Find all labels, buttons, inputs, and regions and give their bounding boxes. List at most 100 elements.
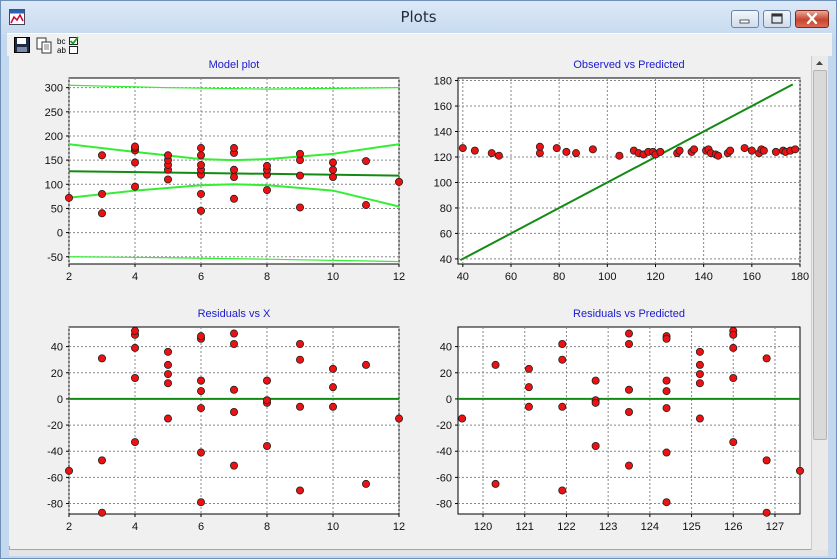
y-tick-label: 40 [51,342,63,354]
data-point [558,340,567,349]
scroll-up-arrow-icon[interactable] [812,57,827,69]
data-point [163,370,172,379]
data-point [524,364,533,373]
data-point [196,151,205,160]
y-tick-label: -40 [47,446,63,458]
vertical-scrollbar[interactable] [811,56,828,550]
data-point [740,144,749,153]
toggle-labels-icon[interactable]: bc ab [57,36,81,54]
y-tick-label: -50 [47,252,63,264]
x-tick-label: 40 [457,271,469,283]
chart-title: Residuals vs Predicted [573,308,685,320]
data-point [163,175,172,184]
data-point [98,209,107,218]
data-point [624,340,633,349]
data-point [729,438,738,447]
data-point [662,334,671,343]
pred-lower-line [69,256,399,263]
y-tick-label: 160 [434,101,452,113]
plot-area [68,326,400,515]
data-point [562,147,571,156]
data-point [295,402,304,411]
x-tick-label: 126 [724,521,742,533]
data-point [229,329,238,338]
y-tick-label: 40 [440,254,452,266]
data-point [726,146,735,155]
data-point [662,376,671,385]
data-point [771,147,780,156]
data-point [572,149,581,158]
x-tick-label: 8 [264,271,270,283]
y-tick-label: -20 [436,420,452,432]
data-point [558,486,567,495]
data-point [229,165,238,174]
data-point [295,486,304,495]
data-point [762,456,771,465]
copy-icon[interactable] [35,36,53,54]
data-point [131,142,140,151]
x-tick-label: 122 [557,521,575,533]
data-point [795,466,804,475]
data-point [65,466,74,475]
data-point [591,376,600,385]
bottom-strip [9,550,828,556]
data-point [229,194,238,203]
x-tick-label: 100 [598,271,616,283]
data-point [229,340,238,349]
data-point [262,396,271,405]
data-point [328,165,337,174]
data-point [729,374,738,383]
data-point [163,360,172,369]
data-point [131,374,140,383]
data-point [524,383,533,392]
data-point [196,376,205,385]
data-point [361,201,370,210]
title-bar[interactable]: Plots [1,1,836,31]
data-point [662,387,671,396]
minimize-button[interactable] [731,10,759,28]
data-point [695,370,704,379]
x-tick-label: 125 [682,521,700,533]
data-point [262,441,271,450]
data-point [196,332,205,341]
data-point [695,414,704,423]
maximize-button[interactable] [763,10,791,28]
x-tick-label: 6 [198,521,204,533]
data-point [131,438,140,447]
y-tick-label: 0 [446,394,452,406]
scrollbar-thumb[interactable] [813,70,827,440]
data-point [624,329,633,338]
data-point [662,448,671,457]
x-tick-label: 140 [694,271,712,283]
data-point [591,441,600,450]
data-point [328,158,337,167]
plot-area [457,326,801,515]
floppy-disk-icon[interactable] [13,36,31,54]
data-point [458,414,467,423]
data-point [328,402,337,411]
data-point [491,479,500,488]
y-tick-label: 250 [45,107,63,119]
y-tick-label: 0 [57,394,63,406]
data-point [65,193,74,202]
data-point [98,189,107,198]
data-point [98,354,107,363]
data-point [695,347,704,356]
y-tick-label: -80 [47,499,63,511]
data-point [262,161,271,170]
close-button[interactable] [795,10,829,28]
x-tick-label: 127 [766,521,784,533]
data-point [98,508,107,517]
data-point [196,206,205,215]
data-point [591,398,600,407]
y-tick-label: 200 [45,131,63,143]
maximize-icon [771,13,783,24]
y-tick-label: 100 [45,179,63,191]
x-tick-label: 4 [132,271,138,283]
app-icon [9,9,25,25]
x-tick-label: 120 [646,271,664,283]
data-point [747,146,756,155]
x-tick-label: 120 [474,521,492,533]
pred-upper-line [69,84,399,90]
